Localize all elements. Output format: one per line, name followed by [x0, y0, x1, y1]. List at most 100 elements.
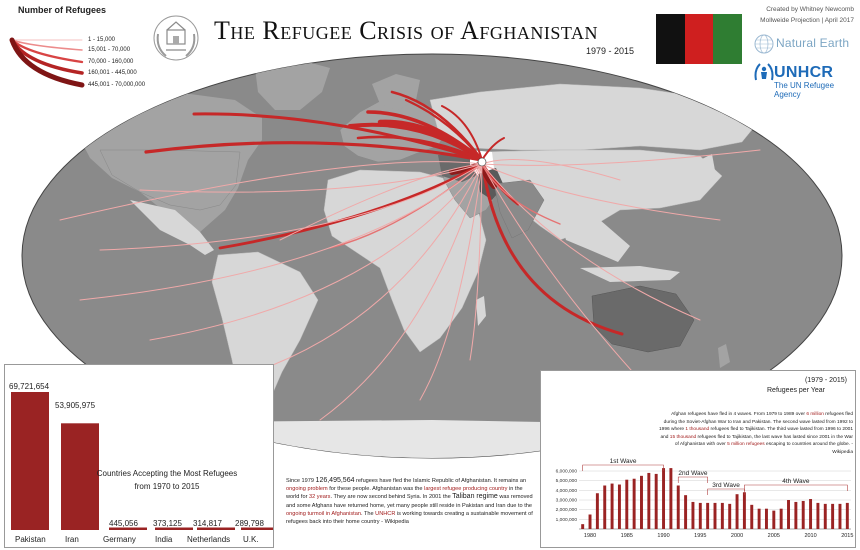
rp-highlight: 15 thousand — [669, 434, 697, 440]
year-bar — [809, 499, 813, 529]
bar-india — [155, 527, 193, 530]
desc-part: is working towards creating a sustainabl… — [286, 510, 533, 526]
flow-thin-1 — [139, 163, 483, 193]
refugee-flows — [59, 90, 761, 421]
per-year-text: Afghan refugees have fled in 4 waves. Fr… — [659, 411, 853, 457]
year-bar — [750, 504, 754, 529]
description-text: Since 1979 126,495,564 refugees have fle… — [286, 477, 534, 526]
year-bar — [647, 472, 651, 529]
flow-thin-13 — [59, 161, 483, 221]
flow-thin-14 — [279, 163, 483, 241]
rp-part: Afghan refugees have fled in 4 waves. Fr… — [671, 412, 807, 417]
flow-thin-3 — [79, 163, 483, 301]
desc-highlight: UNHCR — [375, 510, 396, 517]
afghanistan-flag — [656, 14, 743, 64]
afghanistan-emblem — [153, 15, 199, 61]
legend-class-1: 1 - 15,000 — [88, 37, 116, 43]
bar-iran — [61, 423, 99, 530]
japan — [700, 154, 716, 184]
russia — [429, 83, 761, 151]
rp-part: escaping to countries around the globe. … — [764, 442, 853, 455]
year-bar — [794, 501, 798, 529]
legend-class-5: 445,001 - 70,000,000 — [88, 82, 146, 88]
y-tick-label: 1,000,000 — [556, 517, 578, 523]
x-tick-label: 1980 — [584, 533, 596, 539]
flag-black-stripe — [656, 14, 685, 64]
year-bar — [603, 485, 607, 529]
wave-label: 1st Wave — [610, 458, 637, 465]
flow-thin-16 — [481, 159, 621, 181]
x-tick-label: 2005 — [768, 533, 780, 539]
y-tick-label: 2,000,000 — [556, 507, 578, 513]
per-year-years: (1979 - 2015) — [804, 377, 847, 384]
flow-thin-6 — [319, 163, 483, 421]
top-countries-title: Countries Accepting the Most Refugees fr… — [77, 467, 257, 493]
legend-class-4: 160,001 - 445,000 — [88, 70, 137, 76]
rp-part: refugees fled to Tajikistan. The third w… — [660, 427, 853, 440]
flow-thin-7 — [419, 163, 483, 401]
year-bar — [640, 475, 643, 529]
year-bar — [845, 502, 849, 529]
year-bar — [588, 514, 592, 529]
year-bar — [625, 479, 629, 529]
bar-pakistan — [11, 392, 49, 530]
flow-thin-8 — [469, 163, 483, 361]
map-years: 1979 - 2015 — [586, 46, 635, 56]
flag-green-stripe — [713, 14, 743, 64]
year-bar — [662, 468, 666, 529]
year-bar — [684, 495, 688, 529]
year-bar — [713, 502, 717, 529]
desc-highlight: largest refugee producing country — [424, 486, 508, 493]
madagascar — [476, 296, 486, 326]
year-bar — [706, 502, 710, 529]
flow-thin-15 — [481, 163, 561, 225]
y-tick-label: 4,000,000 — [556, 488, 578, 494]
flow-pakistan — [479, 163, 497, 189]
desc-part: was removed and some Afghans have return… — [286, 494, 533, 509]
flow-australia — [480, 158, 624, 336]
year-bar — [838, 503, 842, 529]
desc-highlight: ongoing turmoil in Afghanistan — [286, 510, 361, 517]
bar-value-india: 373,125 — [153, 519, 182, 528]
year-bar — [735, 494, 739, 529]
desc-part: Since 1979 — [286, 478, 316, 484]
rp-highlight: 6 million — [806, 412, 824, 417]
credit-author: Created by Whitney Newcomb — [766, 6, 854, 13]
bar-label-germany: Germany — [103, 535, 136, 544]
year-bar — [632, 478, 636, 529]
desc-total: 126,495,564 — [315, 477, 355, 484]
per-year-chart: 1,000,000 2,000,000 3,000,000 4,000,000 5,00… — [556, 458, 854, 539]
year-bar — [772, 510, 776, 529]
year-bar — [676, 485, 680, 529]
rp-highlight: 1 thousand — [685, 427, 710, 433]
rp-part: refugees fled during the Soviet-Afghan W… — [659, 412, 853, 433]
southeast-asia — [560, 220, 630, 262]
desc-part: . The — [360, 510, 376, 517]
flow-thin-2 — [99, 163, 483, 251]
bar-value-iran: 53,905,975 — [55, 401, 96, 410]
year-bar — [669, 468, 673, 529]
top-countries-title-line2: from 1970 to 2015 — [134, 482, 200, 491]
desc-highlight: ongoing problem — [286, 486, 328, 493]
year-bar — [823, 503, 827, 529]
top-countries-bars — [11, 392, 273, 530]
year-bar — [779, 508, 783, 529]
per-year-panel: (1979 - 2015) Refugees per Year Afghan r… — [540, 370, 856, 548]
x-tick-label: 2010 — [804, 533, 816, 539]
year-bar — [764, 508, 768, 529]
wave-bracket — [677, 476, 708, 483]
year-bar — [801, 500, 805, 529]
year-bar — [728, 503, 732, 529]
wave-label: 4th Wave — [782, 478, 810, 485]
bar-label-netherlands: Netherlands — [187, 535, 231, 544]
flow-thin-9 — [481, 163, 721, 221]
unhcr-tagline: The UN Refugee Agency — [774, 81, 835, 99]
x-tick-label: 1985 — [621, 533, 633, 539]
flow-russia — [441, 105, 483, 161]
natural-earth-logo: Natural Earth — [776, 36, 850, 50]
year-bar — [720, 502, 724, 529]
australia — [591, 285, 695, 353]
bar-germany — [109, 527, 147, 530]
rp-part: refugees fled to Tajikistan, the last wa… — [674, 434, 853, 448]
